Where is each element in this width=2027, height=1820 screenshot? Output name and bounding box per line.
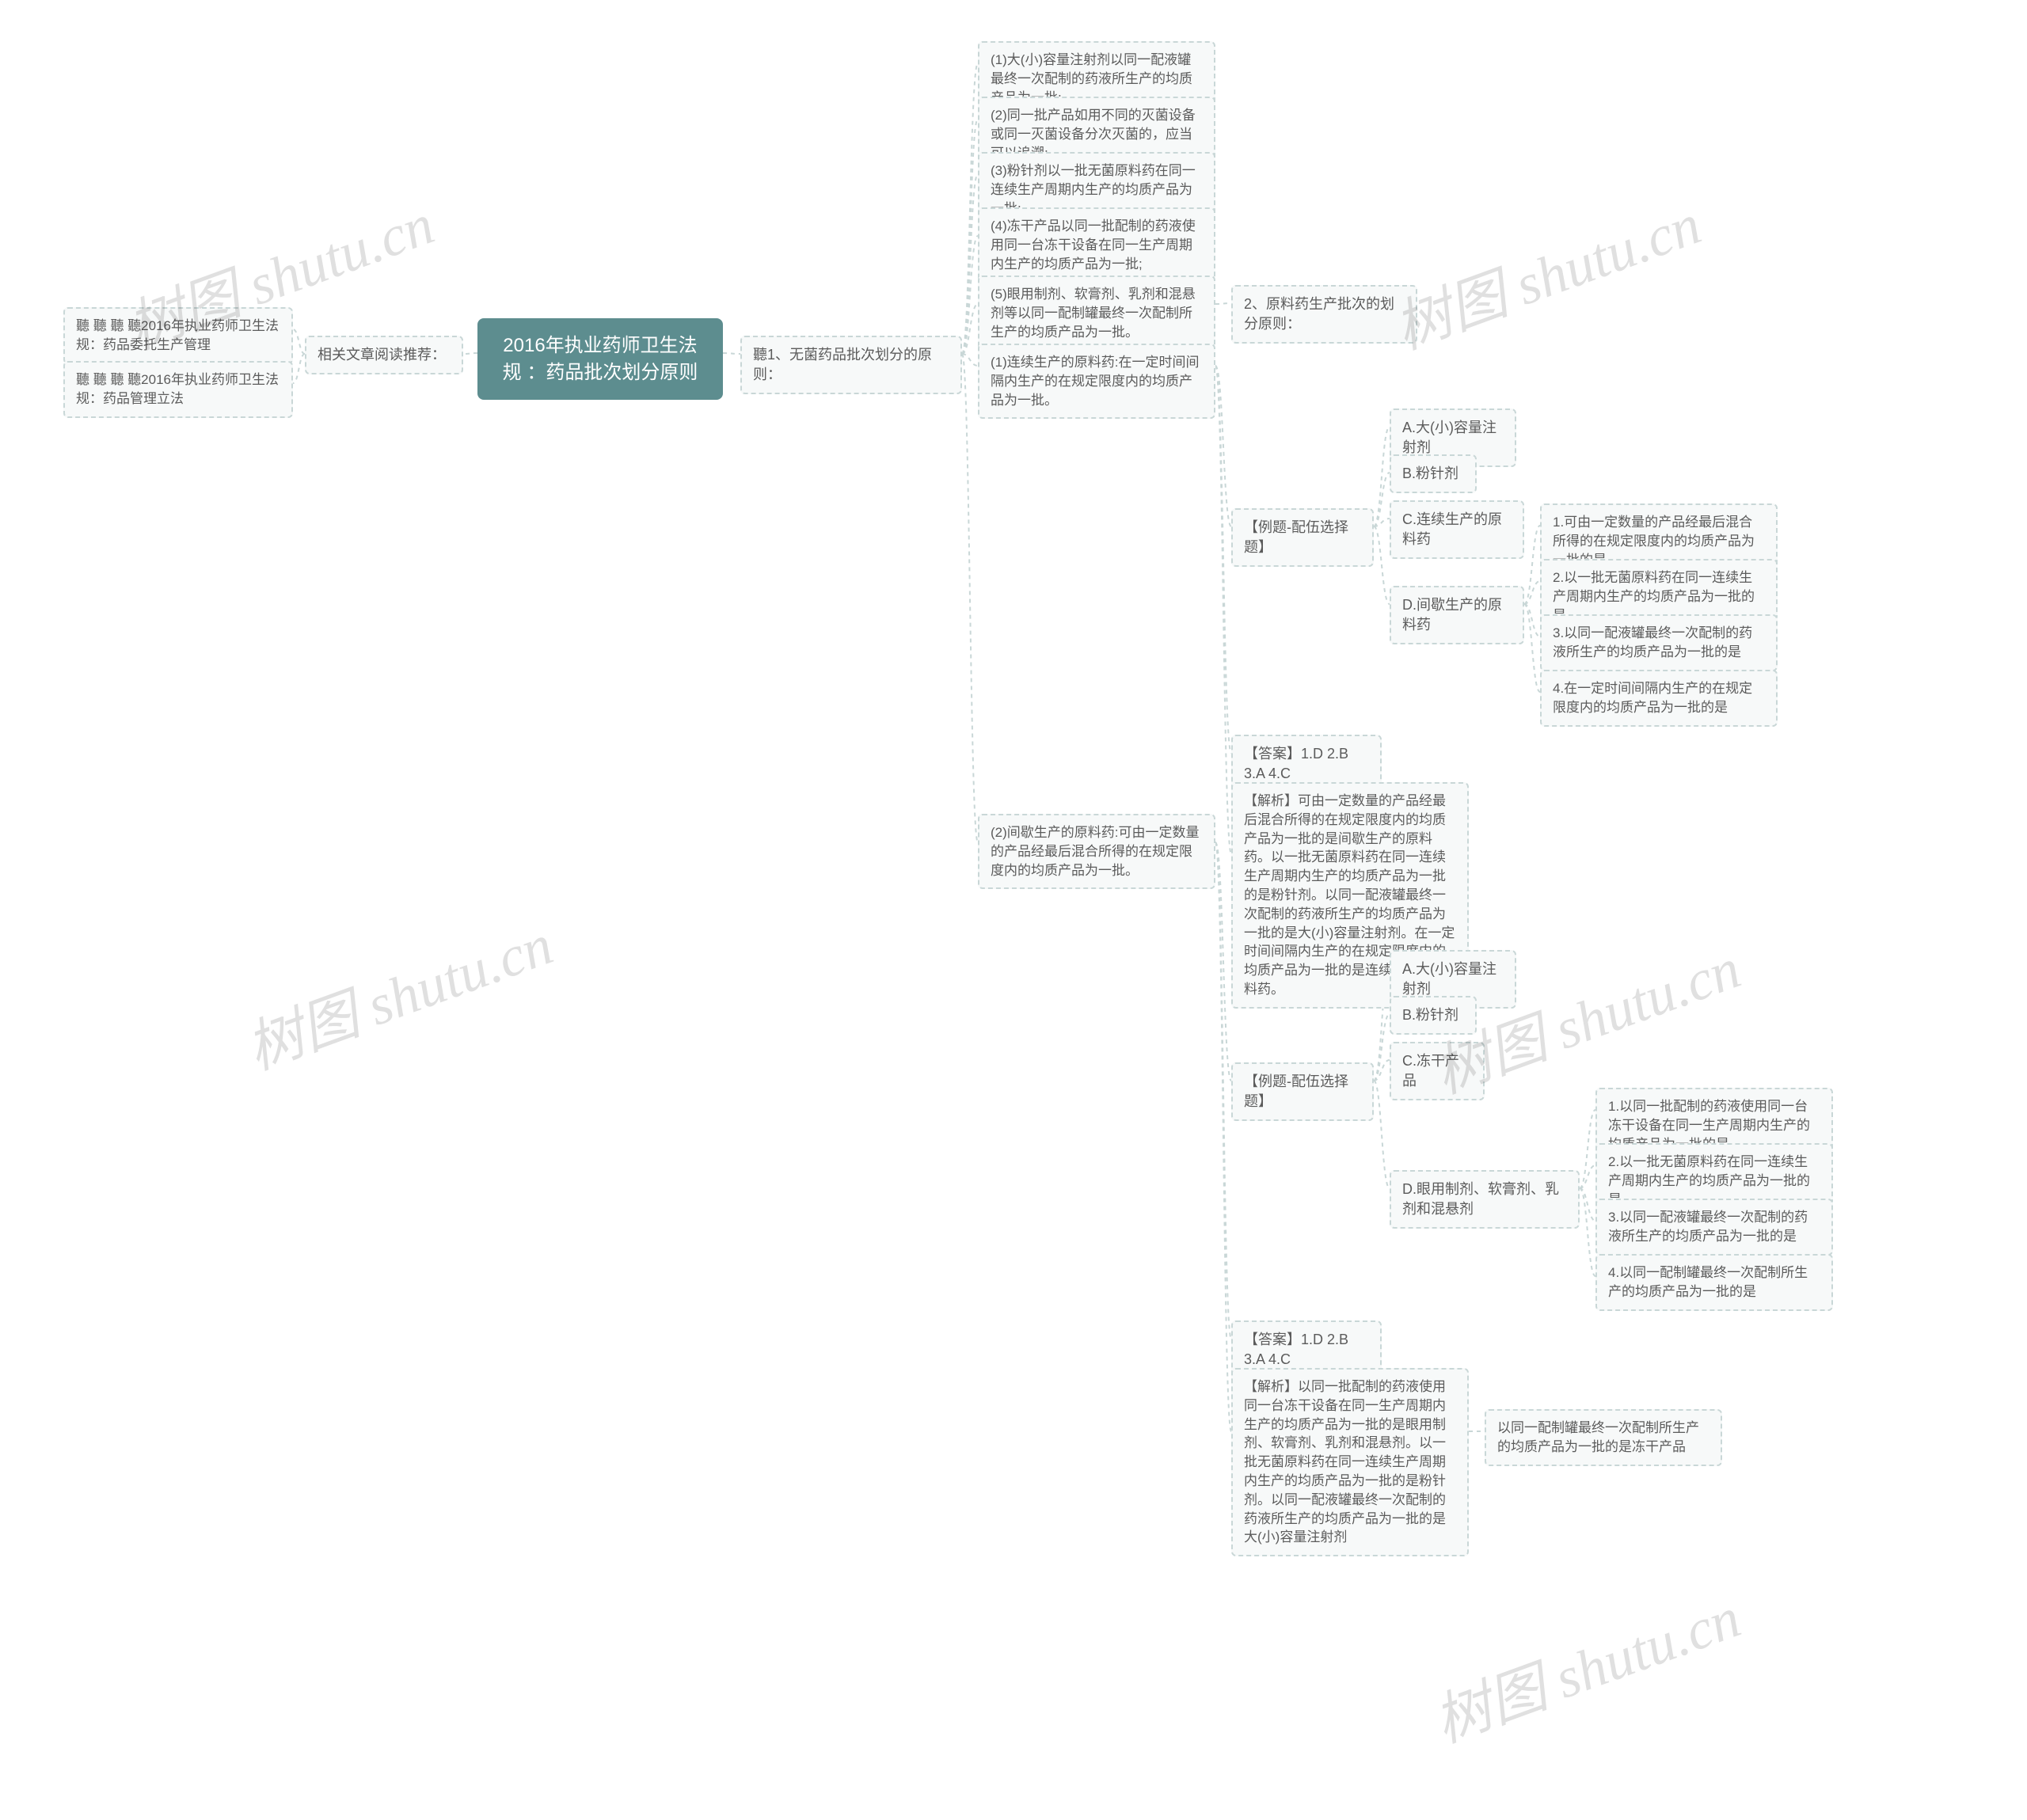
node-ex1D[interactable]: D.间歇生产的原料药 (1390, 586, 1524, 644)
node-label: (1)连续生产的原料药:在一定时间间隔内生产的在规定限度内的均质产品为一批。 (991, 353, 1203, 409)
node-label: 4.在一定时间间隔内生产的在规定限度内的均质产品为一批的是 (1553, 679, 1765, 717)
node-label: 【例题-配伍选择题】 (1244, 518, 1361, 557)
node-label: 4.以同一配制罐最终一次配制所生产的均质产品为一批的是 (1608, 1263, 1820, 1301)
node-label: 聽1、无菌药品批次划分的原则： (753, 345, 949, 385)
node-ex2B[interactable]: B.粉针剂 (1390, 996, 1477, 1035)
node-ex1C[interactable]: C.连续生产的原料药 (1390, 500, 1524, 559)
node-t1e[interactable]: (5)眼用制剂、软膏剂、乳剂和混悬剂等以同一配制罐最终一次配制所生产的均质产品为… (978, 275, 1215, 351)
node-label: D.眼用制剂、软膏剂、乳剂和混悬剂 (1402, 1180, 1567, 1219)
node-label: C.连续生产的原料药 (1402, 510, 1512, 549)
node-t2b[interactable]: (2)间歇生产的原料药:可由一定数量的产品经最后混合所得的在规定限度内的均质产品… (978, 814, 1215, 889)
node-ex1B[interactable]: B.粉针剂 (1390, 454, 1477, 493)
root-node[interactable]: 2016年执业药师卫生法规 ：药品批次划分原则 (477, 318, 723, 400)
node-ex2[interactable]: 【例题-配伍选择题】 (1231, 1062, 1374, 1121)
node-t1d[interactable]: (4)冻干产品以同一批配制的药液使用同一台冻干设备在同一生产周期内生产的均质产品… (978, 207, 1215, 283)
node-label: D.间歇生产的原料药 (1402, 595, 1512, 635)
node-label: 【解析】以同一批配制的药液使用同一台冻干设备在同一生产周期内生产的均质产品为一批… (1244, 1377, 1456, 1547)
node-label: (5)眼用制剂、软膏剂、乳剂和混悬剂等以同一配制罐最终一次配制所生产的均质产品为… (991, 285, 1203, 341)
root-label: 2016年执业药师卫生法规 ：药品批次划分原则 (495, 332, 705, 386)
node-jx2b[interactable]: 以同一配制罐最终一次配制所生产的均质产品为一批的是冻干产品 (1485, 1409, 1722, 1466)
watermark: 树图 shutu.cn (1381, 177, 1710, 365)
node-label: A.大(小)容量注射剂 (1402, 418, 1504, 458)
node-label: 3.以同一配液罐最终一次配制的药液所生产的均质产品为一批的是 (1553, 624, 1765, 662)
node-label: 聽 聽 聽 聽2016年执业药师卫生法规：药品管理立法 (76, 370, 280, 408)
node-ex1D3[interactable]: 3.以同一配液罐最终一次配制的药液所生产的均质产品为一批的是 (1540, 614, 1778, 671)
node-label: (4)冻干产品以同一批配制的药液使用同一台冻干设备在同一生产周期内生产的均质产品… (991, 217, 1203, 273)
node-t2[interactable]: 2、原料药生产批次的划分原则： (1231, 285, 1417, 344)
node-label: 【例题-配伍选择题】 (1244, 1072, 1361, 1111)
node-label: 相关文章阅读推荐： (318, 345, 451, 365)
node-ex2D3[interactable]: 3.以同一配液罐最终一次配制的药液所生产的均质产品为一批的是 (1595, 1199, 1833, 1256)
node-related[interactable]: 相关文章阅读推荐： (305, 336, 463, 374)
node-rel1[interactable]: 聽 聽 聽 聽2016年执业药师卫生法规：药品委托生产管理 (63, 307, 293, 364)
node-label: (2)间歇生产的原料药:可由一定数量的产品经最后混合所得的在规定限度内的均质产品… (991, 823, 1203, 880)
node-label: 【答案】1.D 2.B 3.A 4.C (1244, 744, 1369, 784)
node-ex2D4[interactable]: 4.以同一配制罐最终一次配制所生产的均质产品为一批的是 (1595, 1254, 1833, 1311)
node-label: 聽 聽 聽 聽2016年执业药师卫生法规：药品委托生产管理 (76, 317, 280, 355)
node-t1[interactable]: 聽1、无菌药品批次划分的原则： (740, 336, 962, 394)
node-label: C.冻干产品 (1402, 1051, 1472, 1091)
node-t2a[interactable]: (1)连续生产的原料药:在一定时间间隔内生产的在规定限度内的均质产品为一批。 (978, 344, 1215, 419)
node-label: 以同一配制罐最终一次配制所生产的均质产品为一批的是冻干产品 (1497, 1419, 1709, 1457)
node-jx2[interactable]: 【解析】以同一批配制的药液使用同一台冻干设备在同一生产周期内生产的均质产品为一批… (1231, 1368, 1469, 1556)
node-ex2C[interactable]: C.冻干产品 (1390, 1042, 1485, 1100)
mindmap-canvas: 2016年执业药师卫生法规 ：药品批次划分原则 相关文章阅读推荐： 聽 聽 聽 … (0, 0, 2027, 1820)
node-label: 2、原料药生产批次的划分原则： (1244, 294, 1405, 334)
node-label: A.大(小)容量注射剂 (1402, 959, 1504, 999)
node-label: B.粉针剂 (1402, 1005, 1464, 1025)
watermark: 树图 shutu.cn (233, 898, 562, 1085)
node-ex2D[interactable]: D.眼用制剂、软膏剂、乳剂和混悬剂 (1390, 1170, 1580, 1229)
node-label: B.粉针剂 (1402, 464, 1464, 484)
node-ex1D4[interactable]: 4.在一定时间间隔内生产的在规定限度内的均质产品为一批的是 (1540, 670, 1778, 727)
node-label: 【答案】1.D 2.B 3.A 4.C (1244, 1330, 1369, 1370)
watermark: 树图 shutu.cn (1420, 1571, 1750, 1758)
node-label: 3.以同一配液罐最终一次配制的药液所生产的均质产品为一批的是 (1608, 1208, 1820, 1246)
node-rel2[interactable]: 聽 聽 聽 聽2016年执业药师卫生法规：药品管理立法 (63, 361, 293, 418)
node-ex1[interactable]: 【例题-配伍选择题】 (1231, 508, 1374, 567)
